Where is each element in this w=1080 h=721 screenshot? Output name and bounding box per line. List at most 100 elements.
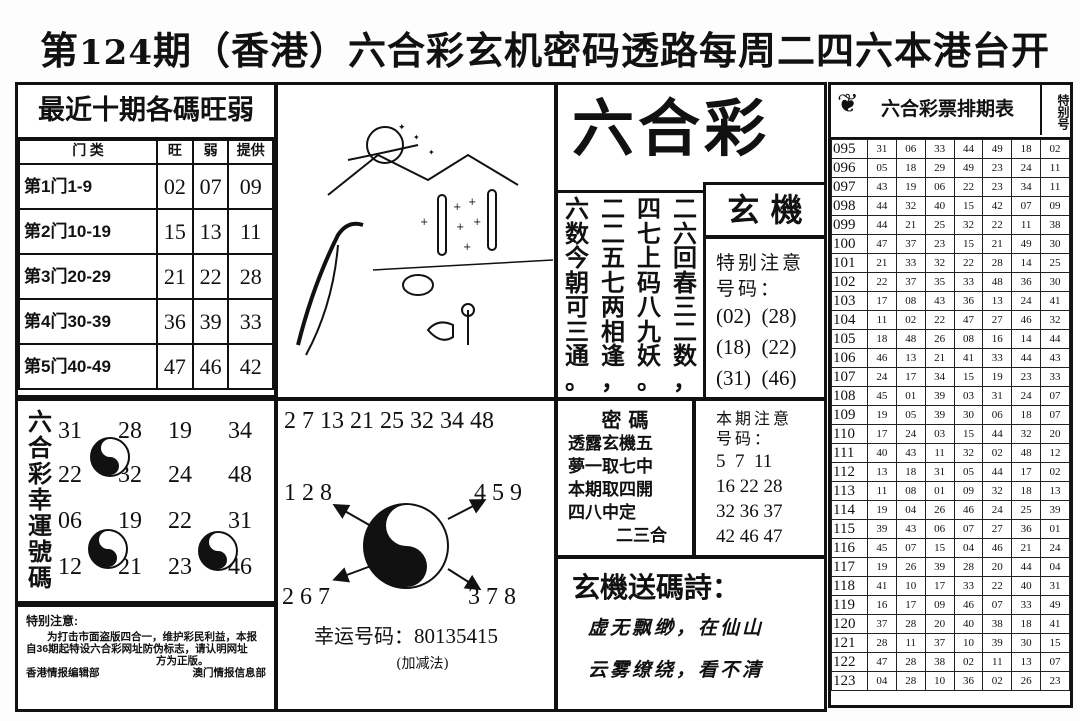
drawn-number: 41 bbox=[953, 348, 984, 368]
history-row: 109 19 05 39 30 06 18 07 bbox=[831, 405, 1070, 425]
bird bbox=[426, 321, 454, 341]
poem-column: 二六回春三二数， bbox=[670, 194, 700, 395]
special-number: 38 bbox=[1040, 215, 1070, 235]
history-row: 121 28 11 37 10 39 30 15 bbox=[831, 633, 1070, 653]
history-row: 102 22 37 35 33 48 36 30 bbox=[831, 272, 1070, 292]
period-number: 112 bbox=[831, 462, 868, 482]
svg-text:+: + bbox=[463, 242, 471, 253]
history-row: 098 44 32 40 15 42 07 09 bbox=[831, 196, 1070, 216]
drawn-number: 40 bbox=[867, 443, 897, 463]
special-number: 07 bbox=[1040, 386, 1070, 406]
period-number: 123 bbox=[831, 671, 868, 691]
poem-char: 码 bbox=[637, 267, 661, 297]
drawn-number: 43 bbox=[895, 519, 926, 539]
drawn-number: 15 bbox=[953, 196, 984, 216]
drawn-number: 32 bbox=[924, 253, 955, 273]
drawn-number: 49 bbox=[982, 139, 1013, 159]
lucky-number: 06 bbox=[58, 508, 82, 534]
lucky-number: 28 bbox=[118, 418, 142, 444]
poem-char: 二 bbox=[673, 194, 697, 223]
strength-table-header: 门 类旺弱提供 bbox=[17, 139, 274, 165]
drawn-number: 40 bbox=[1011, 576, 1042, 596]
drawn-number: 06 bbox=[924, 177, 955, 197]
drawn-number: 11 bbox=[1011, 215, 1042, 235]
history-title: 六合彩票排期表 bbox=[881, 98, 1015, 120]
code-poem-title: 玄機送碼詩： bbox=[572, 571, 741, 604]
drawn-number: 19 bbox=[867, 500, 897, 520]
history-row: 100 47 37 23 15 21 49 30 bbox=[831, 234, 1070, 254]
poem-column: 二二五七两相逢， bbox=[598, 196, 628, 393]
poem-char: 回 bbox=[673, 243, 697, 272]
special-number: 07 bbox=[1040, 405, 1070, 425]
drawn-number: 13 bbox=[895, 348, 926, 368]
lucky-code-method: (加减法) bbox=[396, 656, 449, 672]
drawn-number: 18 bbox=[1011, 405, 1042, 425]
svg-text:✦: ✦ bbox=[413, 133, 420, 142]
special-number: 44 bbox=[1040, 329, 1070, 349]
special-number: 07 bbox=[1040, 652, 1070, 672]
drawn-number: 14 bbox=[1011, 253, 1042, 273]
lucky-number: 48 bbox=[228, 462, 252, 488]
drawn-number: 40 bbox=[953, 614, 984, 634]
drawn-number: 43 bbox=[924, 291, 955, 311]
lucky-number: 31 bbox=[228, 508, 252, 534]
history-row: 107 24 17 34 15 19 23 33 bbox=[831, 367, 1070, 387]
history-table: 095 31 06 33 44 49 18 02 096 05 18 29 49 23 24 11 097 43 1… bbox=[831, 139, 1070, 691]
poem-char: 四 bbox=[637, 194, 661, 223]
drawn-number: 16 bbox=[867, 595, 897, 615]
period-number: 119 bbox=[831, 595, 868, 615]
poem-char: 逢 bbox=[601, 341, 625, 370]
drawn-number: 05 bbox=[953, 462, 984, 482]
drawn-number: 10 bbox=[895, 576, 926, 596]
landscape-illustration: ✦ ✦ ✦ + + + + + + bbox=[296, 123, 554, 356]
drawn-number: 30 bbox=[953, 405, 984, 425]
drawn-number: 05 bbox=[867, 158, 897, 178]
special-number: 13 bbox=[1040, 481, 1070, 501]
lucky-number: 34 bbox=[228, 418, 252, 444]
yin-yang-icon bbox=[88, 529, 128, 569]
poem-char: ， bbox=[673, 365, 697, 395]
door-label: 第5门40-49 bbox=[17, 343, 159, 390]
label-char: 運 bbox=[28, 511, 52, 540]
drawn-number: 44 bbox=[867, 196, 897, 216]
drawn-number: 17 bbox=[867, 424, 897, 444]
drawn-number: 07 bbox=[953, 519, 984, 539]
drawn-number: 45 bbox=[867, 538, 897, 558]
strong-value: 02 bbox=[156, 163, 194, 210]
column-header: 门 类 bbox=[17, 139, 159, 165]
weak-value: 46 bbox=[191, 343, 230, 390]
poem-char: 六 bbox=[673, 218, 697, 248]
yin-yang-icon bbox=[363, 503, 449, 589]
drawn-number: 37 bbox=[867, 614, 897, 634]
strength-row: 第4门30-39 36 39 33 bbox=[17, 298, 274, 345]
drawn-number: 33 bbox=[1011, 595, 1042, 615]
special-number: 41 bbox=[1040, 614, 1070, 634]
issue-suffix: 期 bbox=[153, 28, 193, 73]
poem-char: 可 bbox=[565, 292, 589, 321]
illustration-panel: ✦ ✦ ✦ + + + + + + bbox=[275, 82, 557, 400]
secret-code-line: 本期取四開 bbox=[568, 480, 653, 500]
drawn-number: 31 bbox=[982, 386, 1013, 406]
drawn-number: 32 bbox=[953, 443, 984, 463]
special-number-pair: (18) (22) bbox=[716, 335, 797, 359]
label-char: 幸 bbox=[28, 485, 52, 514]
drawn-number: 28 bbox=[895, 652, 926, 672]
code-poem-panel: 玄機送碼詩： 虚无飘缈，在仙山 云雾缭绕，看不清 bbox=[555, 556, 827, 712]
drawn-number: 46 bbox=[953, 500, 984, 520]
secret-code-line: 夢一取七中 bbox=[568, 457, 653, 477]
this-issue-subtitle: 号码： bbox=[716, 429, 774, 448]
drawn-number: 31 bbox=[867, 139, 897, 159]
period-number: 100 bbox=[831, 234, 868, 254]
drawn-number: 02 bbox=[953, 652, 984, 672]
period-number: 105 bbox=[831, 329, 868, 349]
this-issue-numbers: 5 7 11 bbox=[716, 451, 773, 472]
drawn-number: 46 bbox=[867, 348, 897, 368]
drawn-number: 22 bbox=[924, 310, 955, 330]
special-number: 20 bbox=[1040, 424, 1070, 444]
drawn-number: 48 bbox=[1011, 443, 1042, 463]
drawn-number: 07 bbox=[895, 538, 926, 558]
svg-text:+: + bbox=[420, 217, 428, 228]
history-row: 106 46 13 21 41 33 44 43 bbox=[831, 348, 1070, 368]
drawn-number: 25 bbox=[1011, 500, 1042, 520]
notice-title: 特别注意: bbox=[26, 614, 78, 628]
